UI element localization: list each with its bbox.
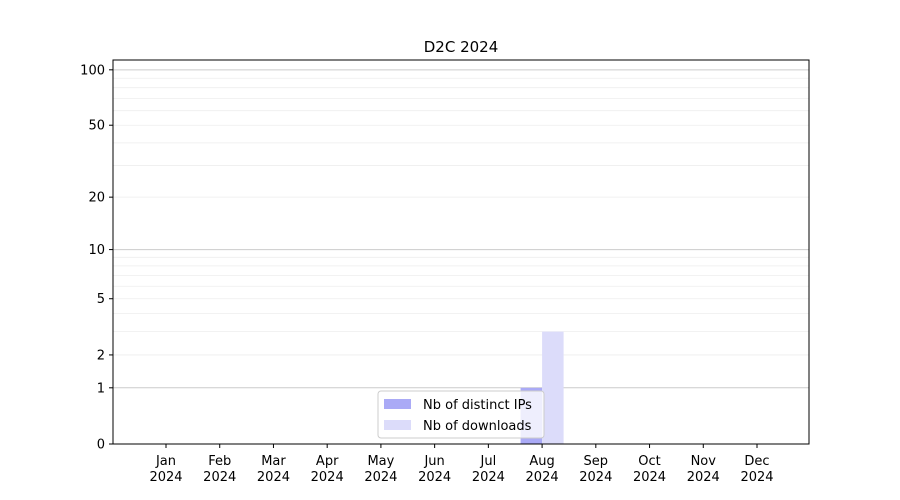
legend-swatch-downloads <box>384 420 411 430</box>
x-tick-label: Nov <box>691 454 717 469</box>
x-tick-label: Sep <box>584 454 609 469</box>
x-tick-label: Aug <box>529 454 554 469</box>
x-tick-label: 2024 <box>526 470 559 485</box>
x-tick-label: 2024 <box>633 470 666 485</box>
x-tick-label: Mar <box>261 454 286 469</box>
x-tick-label: 2024 <box>472 470 505 485</box>
y-tick-label: 100 <box>80 63 105 78</box>
x-tick-label: 2024 <box>203 470 236 485</box>
x-tick-label: Feb <box>208 454 231 469</box>
x-tick-label: Jun <box>423 454 444 469</box>
y-tick-label: 0 <box>97 438 105 453</box>
legend: Nb of distinct IPs Nb of downloads <box>377 390 545 439</box>
y-tick-label: 20 <box>88 191 105 206</box>
x-tick-label: Oct <box>638 454 660 469</box>
y-tick-label: 50 <box>88 119 105 134</box>
x-tick-label: Jul <box>480 454 497 469</box>
x-tick-label: 2024 <box>418 470 451 485</box>
grid <box>113 69 809 389</box>
x-tick-label: Dec <box>744 454 769 469</box>
x-tick-label: Apr <box>316 454 339 469</box>
y-tick-label: 1 <box>97 381 105 396</box>
x-tick-label: 2024 <box>364 470 397 485</box>
plot-frame <box>112 59 810 445</box>
x-tick-label: 2024 <box>311 470 344 485</box>
x-tick-label: 2024 <box>257 470 290 485</box>
x-tick-label: May <box>367 454 394 469</box>
legend-label-downloads: Nb of downloads <box>423 419 532 434</box>
y-tick-label: 10 <box>88 243 105 258</box>
x-axis: Jan2024Feb2024Mar2024Apr2024May2024Jun20… <box>149 444 774 485</box>
x-tick-label: 2024 <box>149 470 182 485</box>
x-tick-label: 2024 <box>579 470 612 485</box>
y-axis: 0 1 2 5 10 20 50 100 <box>80 63 113 453</box>
x-tick-label: 2024 <box>687 470 720 485</box>
y-tick-label: 5 <box>97 292 105 307</box>
x-tick-label: 2024 <box>740 470 773 485</box>
bar-downloads <box>542 331 564 444</box>
x-tick-label: Jan <box>155 454 176 469</box>
legend-box <box>377 390 545 439</box>
chart-title: D2C 2024 <box>424 38 499 56</box>
y-tick-label: 2 <box>97 348 105 363</box>
legend-label-ips: Nb of distinct IPs <box>423 398 532 413</box>
legend-swatch-ips <box>384 399 411 409</box>
